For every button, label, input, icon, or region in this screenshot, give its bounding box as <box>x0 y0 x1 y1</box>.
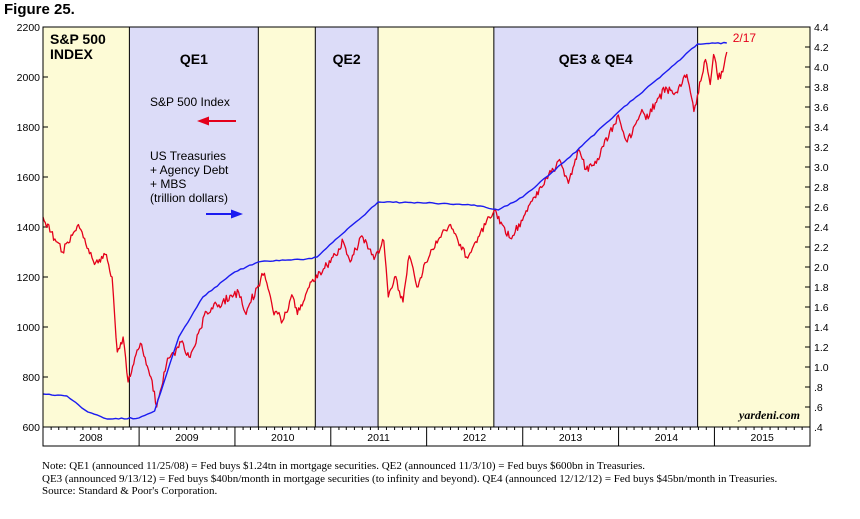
x-tick-label: 2010 <box>271 432 295 444</box>
period-band <box>43 27 130 427</box>
y-right-tick-label: 2.2 <box>814 242 829 254</box>
period-label: QE1 <box>180 51 208 67</box>
y-right-tick-label: .6 <box>814 402 823 414</box>
y-right-tick-label: 2.6 <box>814 202 829 214</box>
chart-notes: Note: QE1 (announced 11/25/08) = Fed buy… <box>42 460 832 498</box>
period-band <box>378 27 494 427</box>
period-band <box>697 27 810 427</box>
legend-fed-label: + Agency Debt <box>150 163 229 177</box>
y-right-tick-label: 3.4 <box>814 122 829 134</box>
note-qe1-qe2: Note: QE1 (announced 11/25/08) = Fed buy… <box>42 460 646 472</box>
y-right-tick-label: 3.2 <box>814 142 829 154</box>
period-label: QE3 & QE4 <box>559 51 633 67</box>
period-label: QE2 <box>333 51 361 67</box>
x-tick-label: 2013 <box>559 432 583 444</box>
x-tick-label: 2015 <box>751 432 775 444</box>
period-band <box>315 27 379 427</box>
y-left-tick-label: 2000 <box>17 72 41 84</box>
y-right-tick-label: 1.6 <box>814 302 829 314</box>
y-right-tick-label: 2.8 <box>814 182 829 194</box>
y-right-tick-label: 3.8 <box>814 82 829 94</box>
legend-fed-label: + MBS <box>150 177 186 191</box>
y-right-tick-label: 1.0 <box>814 362 829 374</box>
y-right-tick-label: 4.0 <box>814 62 829 74</box>
chart-title: S&P 500 INDEX <box>50 31 106 62</box>
watermark-yardeni: yardeni.com <box>737 408 800 422</box>
note-source: Source: Standard & Poor's Corporation. <box>42 485 218 497</box>
legend-fed-label: US Treasuries <box>150 149 226 163</box>
y-left-tick-label: 1000 <box>17 322 41 334</box>
y-left-tick-label: 1600 <box>17 172 41 184</box>
y-left-tick-label: 1800 <box>17 122 41 134</box>
y-right-tick-label: 2.0 <box>814 262 829 274</box>
y-right-tick-label: .4 <box>814 422 823 434</box>
legend-sp500-label: S&P 500 Index <box>150 95 230 109</box>
y-right-tick-label: 1.2 <box>814 342 829 354</box>
y-left-tick-label: 1200 <box>17 272 41 284</box>
period-band <box>493 27 698 427</box>
period-band <box>129 27 259 427</box>
y-left-tick-label: 1400 <box>17 222 41 234</box>
fed-securities-line <box>42 41 727 420</box>
note-qe3-qe4: QE3 (announced 9/13/12) = Fed buys $40bn… <box>42 472 778 485</box>
x-tick-label: 2014 <box>655 432 679 444</box>
y-right-tick-label: 2.4 <box>814 222 829 234</box>
y-right-tick-label: 3.0 <box>814 162 829 174</box>
y-left-tick-label: 800 <box>22 372 40 384</box>
legend-sp500-arrow <box>197 116 209 126</box>
sp500-balance-sheet-chart: 600 800 1000 1200 1400 1600 1800 2000 2200 .4 .6.… <box>17 22 829 447</box>
y-right-tick-label: .8 <box>814 382 823 394</box>
y-right-tick-label: 1.4 <box>814 322 829 334</box>
x-tick-label: 2011 <box>367 432 390 444</box>
x-tick-label: 2008 <box>79 432 103 444</box>
legend-fed-label: (trillion dollars) <box>150 191 228 205</box>
figure-label: Figure 25. <box>4 1 75 18</box>
period-band <box>258 27 316 427</box>
plot-frame <box>42 26 811 447</box>
y-right-tick-label: 3.6 <box>814 102 829 114</box>
y-right-tick-label: 4.2 <box>814 42 829 54</box>
y-left-tick-label: 2200 <box>17 22 41 34</box>
x-tick-label: 2012 <box>463 432 487 444</box>
y-right-tick-label: 1.8 <box>814 282 829 294</box>
last-date-annotation: 2/17 <box>733 31 757 45</box>
legend-fed-arrow <box>231 209 243 219</box>
x-tick-label: 2009 <box>175 432 199 444</box>
y-left-tick-label: 600 <box>22 422 40 434</box>
y-right-tick-label: 4.4 <box>814 22 829 34</box>
